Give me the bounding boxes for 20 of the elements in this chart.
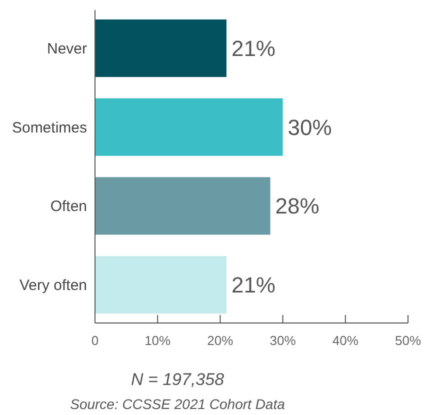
data-label: 21% <box>231 36 276 61</box>
x-tick-label: 40% <box>332 333 359 348</box>
x-tick-label: 0 <box>91 333 99 348</box>
data-label: 30% <box>288 114 332 140</box>
bar <box>95 98 283 156</box>
data-label: 21% <box>231 272 276 298</box>
data-label: 28% <box>275 194 320 219</box>
x-tick-label: 50% <box>394 333 422 348</box>
source-note: Source: CCSSE 2021 Cohort Data <box>70 396 286 412</box>
y-tick-label: Sometimes <box>12 119 87 136</box>
x-tick-label: 20% <box>207 333 234 348</box>
y-tick-label: Often <box>50 198 87 216</box>
x-tick-label: 10% <box>144 333 172 348</box>
bar <box>95 256 226 314</box>
text: N = 197,358 <box>130 370 225 389</box>
y-tick-label: Never <box>46 40 87 58</box>
bar <box>95 177 270 235</box>
x-tick-label: 30% <box>270 333 296 348</box>
bar <box>95 19 226 78</box>
y-tick-label: Very often <box>19 277 87 294</box>
